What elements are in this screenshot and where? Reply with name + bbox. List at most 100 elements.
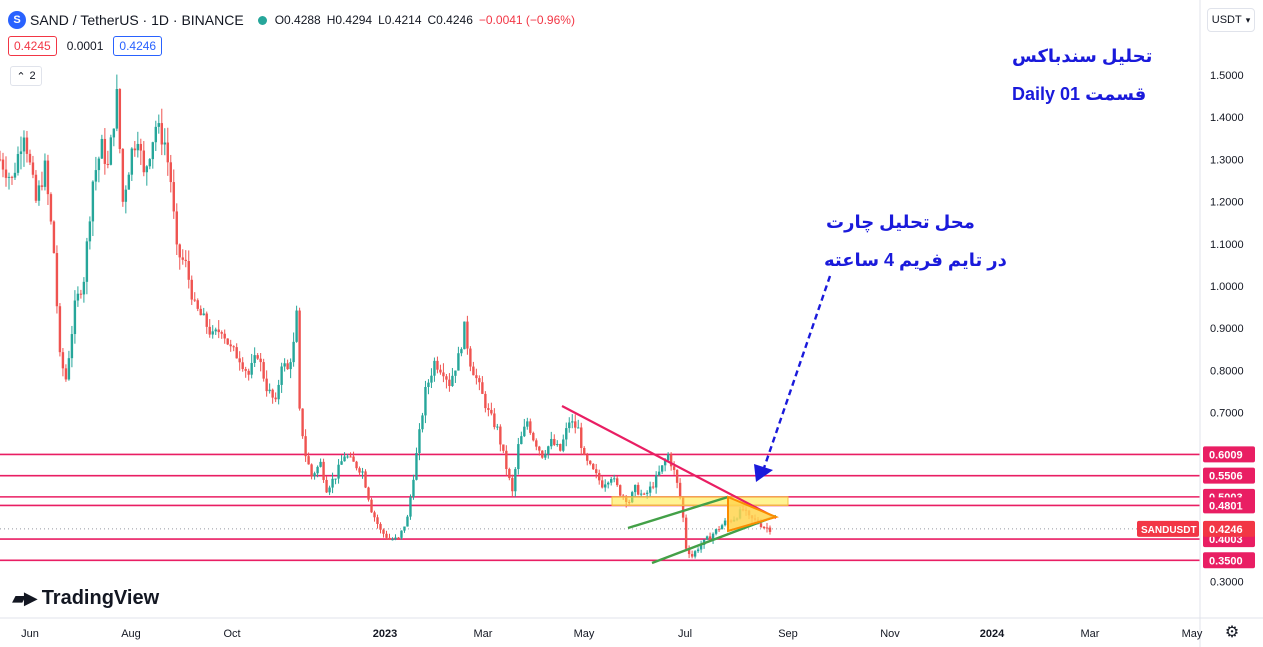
candle-body <box>645 492 649 494</box>
triangle-pattern <box>727 495 779 533</box>
price-tick-label: 1.1000 <box>1210 239 1244 251</box>
candle-body <box>442 372 445 377</box>
candle-body <box>517 444 520 470</box>
candle-body <box>178 244 181 258</box>
candle-body <box>343 456 346 462</box>
candle-body <box>541 450 544 458</box>
candle-body <box>130 148 134 175</box>
candle-body <box>654 475 658 488</box>
candle-body <box>172 182 175 212</box>
candle-body <box>765 527 769 529</box>
candle-body <box>262 362 265 379</box>
candle-body <box>298 310 301 409</box>
sell-button[interactable]: 0.4245 <box>8 36 57 56</box>
candle-body <box>82 281 86 295</box>
candle-body <box>424 387 427 416</box>
candle-body <box>124 189 128 202</box>
candle-body <box>370 499 373 513</box>
candle-body <box>660 465 664 472</box>
spread-value: 0.0001 <box>66 39 104 53</box>
candle-body <box>454 370 457 376</box>
candle-body <box>160 123 163 145</box>
candle-body <box>538 446 541 451</box>
price-tick-label: 0.9000 <box>1210 323 1244 335</box>
candle-body <box>355 461 358 469</box>
candle-body <box>373 512 376 518</box>
currency-label: USDT <box>1211 14 1242 26</box>
last-price-tag <box>1203 520 1255 537</box>
candle-body <box>280 366 283 385</box>
candle-body <box>708 536 712 540</box>
candle-body <box>394 537 397 540</box>
candle-body <box>46 160 50 195</box>
candle-body <box>55 253 59 307</box>
candle-body <box>553 438 556 445</box>
annotation-title-line1: تحلیل سندباکس <box>1012 46 1153 66</box>
indicators-toggle[interactable]: ⌃ 2 <box>10 66 42 86</box>
candle-body <box>358 468 361 473</box>
market-status-dot-icon <box>257 15 267 25</box>
time-tick-label: Nov <box>880 628 900 640</box>
candle-body <box>103 138 107 164</box>
candle-body <box>13 172 17 178</box>
candle-body <box>562 439 565 451</box>
candle-body <box>271 389 274 398</box>
level-price-label: 0.4003 <box>1209 534 1243 546</box>
candle-body <box>598 473 601 481</box>
candle-body <box>151 142 155 160</box>
candle-body <box>469 348 472 367</box>
price-axis: 1.5000 1.4000 1.3000 1.2000 1.1000 1.0000 0.90… <box>1137 0 1263 647</box>
candle-body <box>40 185 44 187</box>
candle-body <box>690 554 694 557</box>
candle-body <box>376 517 379 524</box>
symbol-title[interactable]: SAND / TetherUS · 1D · BINANCE <box>30 12 244 28</box>
candle-body <box>157 123 160 127</box>
candle-body <box>313 473 316 477</box>
level-price-label: 0.5506 <box>1209 471 1243 483</box>
candle-body <box>265 378 268 392</box>
candle-body <box>97 158 101 171</box>
candle-body <box>490 409 493 414</box>
time-tick-label: Mar <box>474 628 493 640</box>
candle-body <box>385 533 388 538</box>
candle-body <box>34 174 38 201</box>
candle-body <box>286 363 289 370</box>
candle-body <box>607 482 610 485</box>
candle-body <box>601 480 604 488</box>
time-tick-label: Mar <box>1081 628 1100 640</box>
sand-logo-icon: S <box>8 11 26 29</box>
candle-body <box>211 331 214 335</box>
candle-body <box>496 426 499 428</box>
candle-body <box>717 529 721 531</box>
candle-body <box>181 257 184 260</box>
buy-button[interactable]: 0.4246 <box>113 36 163 56</box>
price-tick-label: 1.5000 <box>1210 70 1244 82</box>
candle-body <box>67 358 71 380</box>
candle-body <box>720 525 724 530</box>
candle-body <box>571 421 574 423</box>
candle-body <box>457 353 460 371</box>
candle-body <box>310 464 313 477</box>
currency-selector[interactable]: USDT ▾ <box>1207 8 1255 32</box>
candle-body <box>361 471 364 473</box>
settings-gear-icon[interactable]: ⚙ <box>1224 624 1240 641</box>
candle-body <box>16 154 20 173</box>
candle-body <box>277 384 280 400</box>
time-tick-label: May <box>574 628 595 640</box>
level-price-tag <box>1203 497 1255 514</box>
chevron-up-icon: ⌃ <box>16 70 26 83</box>
candle-body <box>493 413 496 428</box>
candle-body <box>319 461 322 467</box>
symbol-header: S SAND / TetherUS · 1D · BINANCE O0.4288… <box>8 8 575 32</box>
annotation-arrow-head <box>754 464 773 482</box>
time-tick-label: 2024 <box>980 628 1005 640</box>
high-value: H0.4294 <box>326 13 373 27</box>
candle-body <box>31 162 35 175</box>
candle-body <box>472 366 475 376</box>
candle-body <box>574 421 577 428</box>
price-tick-label: 1.2000 <box>1210 197 1244 209</box>
candle-body <box>481 382 484 394</box>
time-tick-label: May <box>1182 628 1203 640</box>
tradingview-watermark[interactable]: ▰▶ TradingView <box>12 587 159 610</box>
